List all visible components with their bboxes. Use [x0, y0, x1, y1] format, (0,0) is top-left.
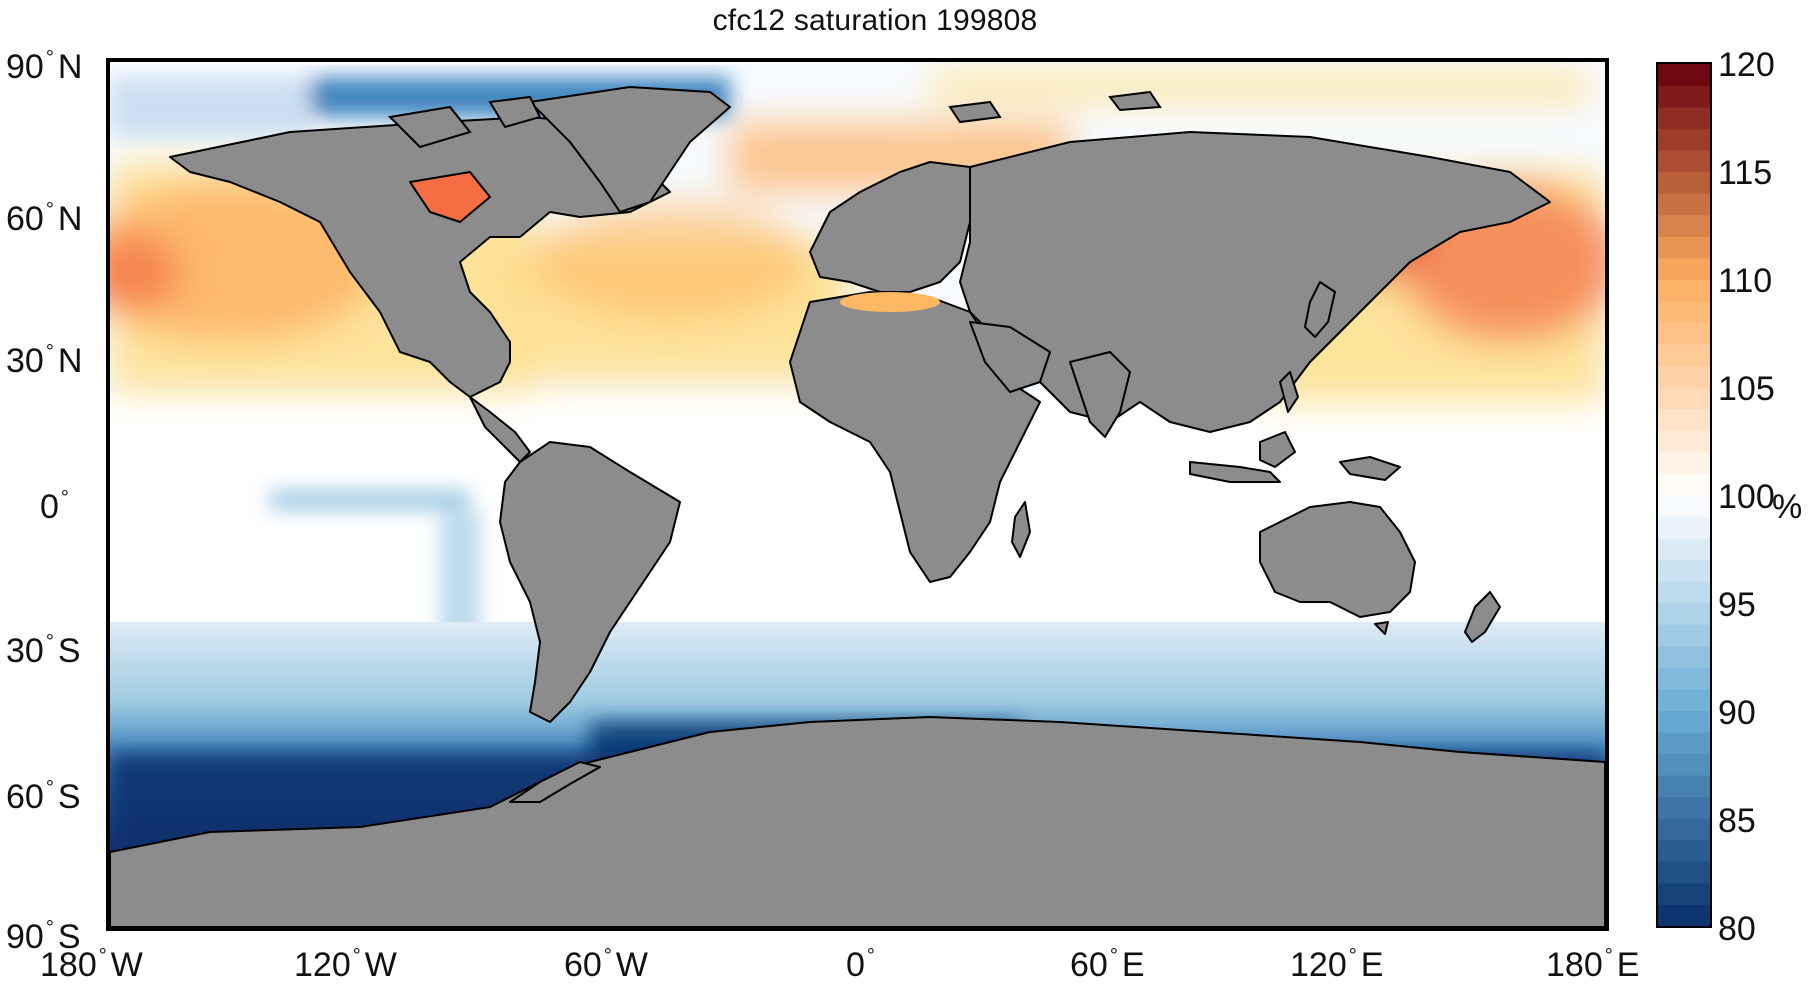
colorbar-step	[1658, 839, 1710, 862]
new-zealand	[1464, 591, 1501, 643]
lon-label-60w: 60 ° W	[564, 945, 648, 984]
colorbar-step	[1658, 882, 1710, 905]
colorbar-step	[1658, 538, 1710, 561]
colorbar-step	[1658, 64, 1710, 87]
map-panel	[106, 58, 1609, 931]
antarctic-peninsula	[509, 761, 601, 803]
colorbar-unit: %	[1772, 488, 1803, 526]
colorbar-step	[1658, 775, 1710, 798]
colorbar-tick-120: 120	[1718, 46, 1775, 84]
hudson-bay	[409, 171, 491, 223]
colorbar-step	[1658, 408, 1710, 431]
colorbar-step	[1658, 107, 1710, 130]
colorbar-step	[1658, 732, 1710, 755]
colorbar-tick-100: 100	[1718, 478, 1775, 516]
colorbar-step	[1658, 645, 1710, 668]
colorbar-tick-85: 85	[1718, 802, 1756, 840]
mediterranean	[840, 292, 940, 312]
philippines	[1279, 371, 1299, 413]
colorbar-tick-115: 115	[1718, 154, 1773, 192]
lat-label-30n: 30 ° N	[6, 341, 83, 380]
borneo	[1259, 431, 1296, 468]
colorbar-step	[1658, 688, 1710, 711]
continents	[110, 86, 1605, 927]
colorbar-step	[1658, 624, 1710, 647]
colorbar-step	[1658, 214, 1710, 237]
lat-label-90n: 90 ° N	[6, 47, 83, 86]
colorbar-step	[1658, 753, 1710, 776]
lon-label-180e: 180 ° E	[1546, 945, 1640, 984]
arabia	[969, 321, 1051, 393]
colorbar-step	[1658, 279, 1710, 302]
colorbar-tick-90: 90	[1718, 694, 1756, 732]
colorbar-tick-80: 80	[1718, 910, 1756, 948]
saturation-map	[110, 62, 1605, 927]
colorbar-tick-110: 110	[1718, 262, 1773, 300]
greenland	[529, 86, 731, 213]
new-guinea	[1339, 456, 1401, 481]
colorbar-step	[1658, 516, 1710, 539]
colorbar-step	[1658, 193, 1710, 216]
colorbar-step	[1658, 322, 1710, 345]
colorbar-step	[1658, 473, 1710, 496]
colorbar-step	[1658, 559, 1710, 582]
colorbar-steps	[1658, 64, 1710, 926]
south-america	[499, 441, 681, 723]
lat-label-30s: 30 ° S	[6, 631, 81, 670]
lon-label-120w: 120 ° W	[294, 945, 397, 984]
colorbar-step	[1658, 257, 1710, 280]
colorbar-step	[1658, 171, 1710, 194]
colorbar-step	[1658, 150, 1710, 173]
lat-label-0: 0 °	[40, 487, 69, 526]
colorbar-step	[1658, 904, 1710, 926]
antarctica	[110, 716, 1605, 927]
colorbar-step	[1658, 818, 1710, 841]
lat-label-60n: 60 ° N	[6, 199, 83, 238]
tasmania	[1374, 621, 1389, 635]
lon-label-180w: 180 ° W	[40, 945, 143, 984]
colorbar-tick-105: 105	[1718, 370, 1775, 408]
lon-label-0: 0 °	[846, 945, 875, 984]
lat-label-60s: 60 ° S	[6, 777, 81, 816]
chart-title: cfc12 saturation 199808	[712, 4, 1038, 37]
lat-label-90s: 90 ° S	[6, 917, 81, 956]
colorbar-step	[1658, 85, 1710, 108]
colorbar-tick-95: 95	[1718, 586, 1756, 624]
lon-label-120e: 120 ° E	[1290, 945, 1384, 984]
colorbar-step	[1658, 451, 1710, 474]
colorbar-step	[1658, 365, 1710, 388]
colorbar-step	[1658, 128, 1710, 151]
lon-label-60e: 60 ° E	[1070, 945, 1145, 984]
madagascar	[1011, 501, 1031, 558]
colorbar-step	[1658, 344, 1710, 367]
central-america	[469, 396, 531, 463]
colorbar-step	[1658, 602, 1710, 625]
indonesia	[1189, 461, 1281, 483]
colorbar-step	[1658, 710, 1710, 733]
colorbar-step	[1658, 667, 1710, 690]
colorbar-step	[1658, 495, 1710, 518]
australia	[1259, 501, 1416, 618]
japan	[1304, 281, 1336, 338]
colorbar-step	[1658, 581, 1710, 604]
colorbar-step	[1658, 861, 1710, 884]
india	[1069, 351, 1131, 438]
colorbar	[1656, 62, 1712, 928]
colorbar-step	[1658, 301, 1710, 324]
colorbar-step	[1658, 796, 1710, 819]
colorbar-step	[1658, 236, 1710, 259]
arctic-islands	[387, 90, 1162, 149]
colorbar-step	[1658, 387, 1710, 410]
colorbar-step	[1658, 430, 1710, 453]
